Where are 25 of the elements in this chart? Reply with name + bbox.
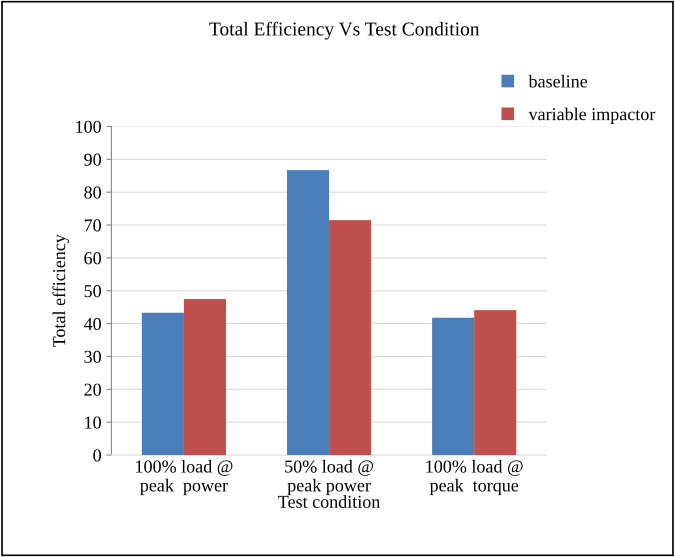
x-tick-label: 100% load @ peak torque <box>426 460 523 496</box>
legend-label: variable impactor <box>528 108 656 124</box>
chart-title: Total Efficiency Vs Test Condition <box>209 22 480 40</box>
bar <box>286 170 330 456</box>
bar <box>142 312 184 456</box>
y-tick-label: 0 <box>93 449 101 462</box>
x-tick-label: 50% load @ peak power <box>285 460 374 496</box>
y-tick-label: 80 <box>84 186 101 199</box>
legend-label: baseline <box>528 74 588 88</box>
y-axis-title: Total efficiency <box>52 234 70 348</box>
x-axis-title: Test condition <box>278 495 380 508</box>
y-tick-label: 50 <box>84 285 101 298</box>
y-tick-label: 70 <box>84 219 101 232</box>
y-tick-label: 20 <box>84 384 101 396</box>
bar <box>474 310 516 456</box>
y-tick-label: 30 <box>84 350 101 363</box>
bar <box>184 298 226 456</box>
bar <box>432 318 474 456</box>
y-tick-label: 10 <box>85 416 101 429</box>
y-tick-label: 90 <box>84 154 101 166</box>
y-tick-label: 100 <box>76 120 101 133</box>
bar <box>329 220 372 456</box>
x-tick-label: 100% load @ peak power <box>136 460 232 496</box>
y-tick-label: 40 <box>84 318 101 330</box>
y-tick-label: 60 <box>84 252 101 264</box>
